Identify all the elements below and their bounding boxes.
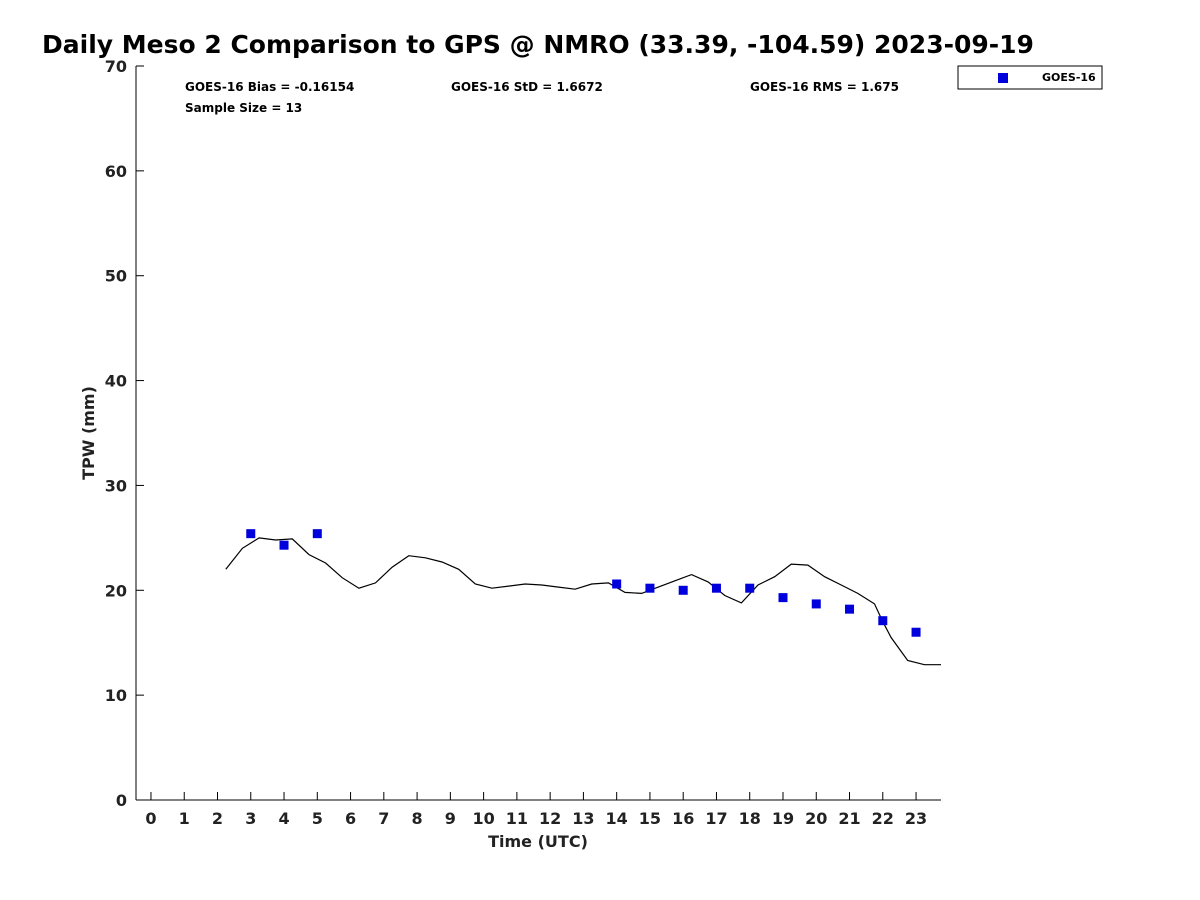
y-tick-label: 50 xyxy=(105,267,127,286)
goes16-data-point xyxy=(246,529,256,539)
x-tick-label: 5 xyxy=(312,809,323,828)
x-tick-label: 13 xyxy=(572,809,594,828)
x-tick-label: 10 xyxy=(472,809,494,828)
goes16-data-point xyxy=(645,583,655,593)
chart-title: Daily Meso 2 Comparison to GPS @ NMRO (3… xyxy=(42,30,1034,59)
gps-series-line xyxy=(225,537,941,666)
x-tick-label: 6 xyxy=(345,809,356,828)
x-tick-label: 19 xyxy=(772,809,794,828)
x-tick-label: 16 xyxy=(672,809,694,828)
x-tick-label: 9 xyxy=(445,809,456,828)
y-tick-label: 10 xyxy=(105,686,127,705)
legend-box xyxy=(957,65,1103,90)
y-tick-label: 30 xyxy=(105,476,127,495)
y-tick-label: 60 xyxy=(105,162,127,181)
x-axis-label: Time (UTC) xyxy=(488,832,588,851)
x-tick-label: 7 xyxy=(378,809,389,828)
line-series-layer xyxy=(225,537,941,666)
stat-std: GOES-16 StD = 1.6672 xyxy=(451,80,603,94)
goes16-data-point xyxy=(811,599,821,609)
stat-rms: GOES-16 RMS = 1.675 xyxy=(750,80,899,94)
legend-marker xyxy=(998,73,1008,83)
x-tick-label: 8 xyxy=(412,809,423,828)
goes16-data-point xyxy=(845,604,855,614)
x-tick-label: 15 xyxy=(639,809,661,828)
y-tick-label: 70 xyxy=(105,57,127,76)
x-tick-label: 23 xyxy=(905,809,927,828)
x-tick-label: 0 xyxy=(145,809,156,828)
y-tick-label: 20 xyxy=(105,581,127,600)
x-tick-label: 20 xyxy=(805,809,827,828)
goes16-data-point xyxy=(279,540,289,550)
y-axis-label: TPW (mm) xyxy=(79,386,98,480)
goes16-data-point xyxy=(612,579,622,589)
goes16-data-point xyxy=(778,593,788,603)
y-tick-label: 0 xyxy=(116,791,127,810)
goes16-data-point xyxy=(312,529,322,539)
x-tick-label: 21 xyxy=(838,809,860,828)
stat-sample-size: Sample Size = 13 xyxy=(185,101,303,115)
x-tick-label: 22 xyxy=(872,809,894,828)
goes16-data-point xyxy=(678,585,688,595)
goes16-data-point xyxy=(911,627,921,637)
x-tick-label: 2 xyxy=(212,809,223,828)
x-tick-label: 11 xyxy=(506,809,528,828)
x-tick-label: 14 xyxy=(606,809,628,828)
x-tick-label: 3 xyxy=(245,809,256,828)
scatter-series-layer xyxy=(246,529,921,637)
stat-bias: GOES-16 Bias = -0.16154 xyxy=(185,80,355,94)
x-tick-label: 4 xyxy=(278,809,289,828)
legend: GOES-16 xyxy=(957,65,1103,90)
x-tick-label: 1 xyxy=(179,809,190,828)
x-tick-label: 18 xyxy=(739,809,761,828)
goes16-data-point xyxy=(878,616,888,626)
x-tick-label: 12 xyxy=(539,809,561,828)
goes16-data-point xyxy=(745,583,755,593)
goes16-data-point xyxy=(711,583,721,593)
x-tick-label: 17 xyxy=(705,809,727,828)
legend-label: GOES-16 xyxy=(1042,71,1096,84)
y-tick-label: 40 xyxy=(105,372,127,391)
